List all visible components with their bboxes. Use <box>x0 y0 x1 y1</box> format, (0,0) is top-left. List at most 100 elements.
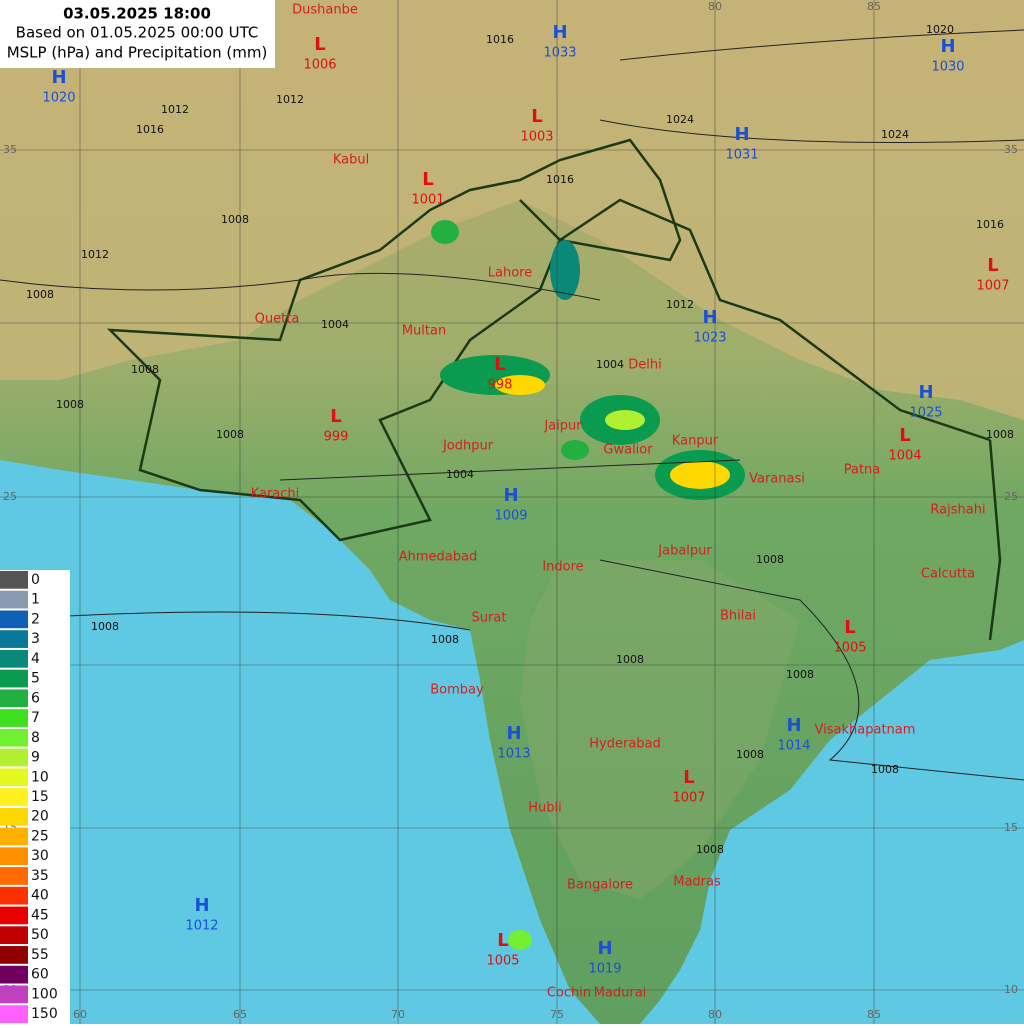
isobar-label: 1008 <box>756 553 784 566</box>
pressure-value: 1005 <box>486 954 519 969</box>
legend-label: 10 <box>31 769 49 785</box>
isobar-label: 1012 <box>161 103 189 116</box>
legend-label: 6 <box>31 690 40 706</box>
pressure-center: L <box>987 255 998 276</box>
pressure-value: 1030 <box>931 60 964 75</box>
legend-swatch <box>0 748 28 767</box>
isobar-label: 1008 <box>131 363 159 376</box>
pressure-center: L <box>683 767 694 788</box>
subtitle: Based on 01.05.2025 00:00 UTC <box>16 24 259 42</box>
city-label: Quetta <box>255 312 300 327</box>
pressure-center: L <box>314 34 325 55</box>
lon-label: 60 <box>73 1008 87 1021</box>
legend-label: 100 <box>31 986 58 1002</box>
legend-label: 3 <box>31 631 40 647</box>
isobars <box>0 29 1024 781</box>
pressure-center: H <box>503 485 518 506</box>
legend-swatch <box>0 906 28 925</box>
pressure-value: 1007 <box>976 279 1009 294</box>
city-label: Dushanbe <box>292 3 358 18</box>
borders <box>106 138 1002 641</box>
isobar-label: 1012 <box>81 248 109 261</box>
legend-label: 35 <box>31 868 49 884</box>
legend-label: 15 <box>31 789 49 805</box>
legend-label: 1 <box>31 592 40 608</box>
pressure-value: 1009 <box>494 509 527 524</box>
legend-label: 9 <box>31 750 40 766</box>
pressure-value: 1007 <box>672 791 705 806</box>
legend-swatch <box>0 965 28 984</box>
pressure-value: 1004 <box>888 449 921 464</box>
city-label: Madurai <box>594 986 647 1001</box>
isobar-label: 1008 <box>986 428 1014 441</box>
pressure-center: L <box>844 617 855 638</box>
legend-swatch <box>0 630 28 648</box>
pressure-center: L <box>531 106 542 127</box>
lat-label: 35 <box>1004 143 1018 156</box>
legend-swatch <box>0 610 28 629</box>
pressure-center: H <box>786 715 801 736</box>
pressure-center: H <box>597 938 612 959</box>
isobar-label: 1016 <box>976 218 1004 231</box>
pressure-center: H <box>506 723 521 744</box>
city-label: Hyderabad <box>589 737 661 752</box>
city-label: Delhi <box>628 358 661 373</box>
lat-label: 25 <box>1004 490 1018 503</box>
isobar-label: 1024 <box>666 113 694 126</box>
city-label: Bhilai <box>720 609 756 624</box>
city-label: Hubli <box>528 801 562 816</box>
title: 03.05.2025 18:00 <box>63 5 211 23</box>
legend-swatch <box>0 946 28 964</box>
precipitation <box>431 220 745 950</box>
legend-swatch <box>0 571 28 589</box>
lon-label: 85 <box>867 0 881 13</box>
header-box <box>0 0 275 68</box>
lon-label: 85 <box>867 1008 881 1021</box>
isobar-label: 1008 <box>871 763 899 776</box>
lon-label: 75 <box>550 1008 564 1021</box>
city-label: Madras <box>673 875 721 890</box>
pressure-value: 1023 <box>693 331 726 346</box>
plateau <box>520 560 800 900</box>
lat-label: 35 <box>3 143 17 156</box>
caption: MSLP (hPa) and Precipitation (mm) <box>7 44 268 62</box>
legend-label: 60 <box>31 967 49 983</box>
legend-label: 50 <box>31 927 49 943</box>
legend-swatch <box>0 788 28 806</box>
pressure-value: 998 <box>488 378 513 393</box>
isobar-label: 1008 <box>616 653 644 666</box>
pressure-value: 1012 <box>185 919 218 934</box>
legend-swatch <box>0 985 28 1004</box>
legend-swatch <box>0 689 28 708</box>
pressure-value: 1014 <box>777 739 810 754</box>
city-label: Multan <box>402 324 446 339</box>
city-label: Ahmedabad <box>399 550 477 565</box>
legend-swatch <box>0 728 28 747</box>
pressure-value: 1020 <box>42 91 75 106</box>
pressure-center: H <box>552 22 567 43</box>
isobar-label: 1016 <box>486 33 514 46</box>
city-label: Karachi <box>251 487 300 502</box>
isobar-label: 1016 <box>546 173 574 186</box>
isobar-label: 1004 <box>321 318 349 331</box>
legend-label: 5 <box>31 671 40 687</box>
pressure-value: 1005 <box>833 641 866 656</box>
legend-swatch <box>0 847 28 866</box>
pressure-center: H <box>51 67 66 88</box>
pressure-value: 1006 <box>303 58 336 73</box>
city-label: Patna <box>844 463 881 478</box>
city-label: Indore <box>542 560 583 575</box>
isobar-label: 1008 <box>216 428 244 441</box>
city-label: Gwalior <box>603 443 653 458</box>
legend-label: 40 <box>31 888 49 904</box>
legend-swatch <box>0 709 28 727</box>
isobar-label: 1008 <box>431 633 459 646</box>
city-label: Jaipur <box>543 419 582 434</box>
pressure-center: H <box>194 895 209 916</box>
city-label: Varanasi <box>749 472 805 487</box>
legend-label: 8 <box>31 730 40 746</box>
legend-label: 0 <box>31 572 40 588</box>
pressure-center: H <box>918 382 933 403</box>
city-label: Jodhpur <box>442 439 494 454</box>
